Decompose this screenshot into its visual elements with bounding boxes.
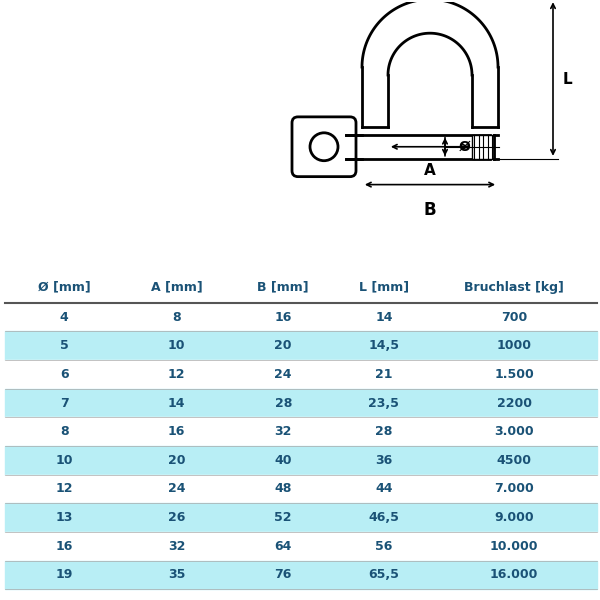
Text: 6: 6 — [60, 368, 68, 381]
Text: Ø: Ø — [459, 140, 471, 154]
Bar — [5, 331, 597, 360]
Text: 7.000: 7.000 — [494, 482, 534, 496]
Text: 28: 28 — [375, 425, 392, 438]
Text: 46,5: 46,5 — [368, 511, 400, 524]
Text: B: B — [424, 200, 436, 218]
Text: 9.000: 9.000 — [494, 511, 534, 524]
Text: Ø [mm]: Ø [mm] — [38, 281, 91, 293]
FancyBboxPatch shape — [292, 117, 356, 176]
Text: 28: 28 — [275, 397, 292, 410]
Text: 2200: 2200 — [497, 397, 532, 410]
Bar — [5, 532, 597, 560]
Bar — [5, 360, 597, 389]
Text: 76: 76 — [275, 568, 292, 581]
Text: 7: 7 — [60, 397, 68, 410]
Text: 1.500: 1.500 — [494, 368, 534, 381]
Text: 40: 40 — [274, 454, 292, 467]
Text: 4500: 4500 — [497, 454, 532, 467]
Text: 8: 8 — [172, 311, 181, 323]
Text: A [mm]: A [mm] — [151, 281, 203, 293]
Text: 64: 64 — [275, 540, 292, 553]
Text: 12: 12 — [168, 368, 185, 381]
Text: 13: 13 — [56, 511, 73, 524]
Bar — [5, 560, 597, 589]
Bar — [5, 446, 597, 475]
Text: 5: 5 — [60, 339, 68, 352]
Text: 14: 14 — [168, 397, 185, 410]
Bar — [472, 135, 494, 159]
Text: 14: 14 — [375, 311, 392, 323]
Text: 16: 16 — [56, 540, 73, 553]
Text: 16.000: 16.000 — [490, 568, 538, 581]
Text: 44: 44 — [375, 482, 392, 496]
Text: 14,5: 14,5 — [368, 339, 400, 352]
Bar — [5, 475, 597, 503]
Text: 8: 8 — [60, 425, 68, 438]
Text: 32: 32 — [168, 540, 185, 553]
Circle shape — [310, 133, 338, 161]
Text: 20: 20 — [168, 454, 185, 467]
Text: 3.000: 3.000 — [494, 425, 534, 438]
Text: Bruchlast [kg]: Bruchlast [kg] — [464, 281, 564, 293]
Text: B [mm]: B [mm] — [257, 281, 309, 293]
Text: 4: 4 — [60, 311, 68, 323]
Text: 24: 24 — [274, 368, 292, 381]
Text: 1000: 1000 — [497, 339, 532, 352]
Text: 26: 26 — [168, 511, 185, 524]
Text: 56: 56 — [375, 540, 392, 553]
Text: A: A — [424, 163, 436, 178]
Text: 24: 24 — [168, 482, 185, 496]
Bar — [5, 303, 597, 331]
Text: 16: 16 — [168, 425, 185, 438]
Text: 12: 12 — [55, 482, 73, 496]
Text: 32: 32 — [275, 425, 292, 438]
Text: L [mm]: L [mm] — [359, 281, 409, 293]
Text: 23,5: 23,5 — [368, 397, 400, 410]
Text: L: L — [563, 71, 572, 86]
Text: 10: 10 — [168, 339, 185, 352]
Bar — [5, 418, 597, 446]
Text: 65,5: 65,5 — [368, 568, 400, 581]
Text: 36: 36 — [375, 454, 392, 467]
Text: 10.000: 10.000 — [490, 540, 538, 553]
Text: 10: 10 — [55, 454, 73, 467]
Text: 700: 700 — [501, 311, 527, 323]
Text: 48: 48 — [275, 482, 292, 496]
Text: 19: 19 — [56, 568, 73, 581]
Text: 20: 20 — [274, 339, 292, 352]
Bar — [5, 389, 597, 418]
Bar — [5, 503, 597, 532]
Text: 21: 21 — [375, 368, 392, 381]
Text: 35: 35 — [168, 568, 185, 581]
Text: 16: 16 — [275, 311, 292, 323]
Text: 52: 52 — [274, 511, 292, 524]
